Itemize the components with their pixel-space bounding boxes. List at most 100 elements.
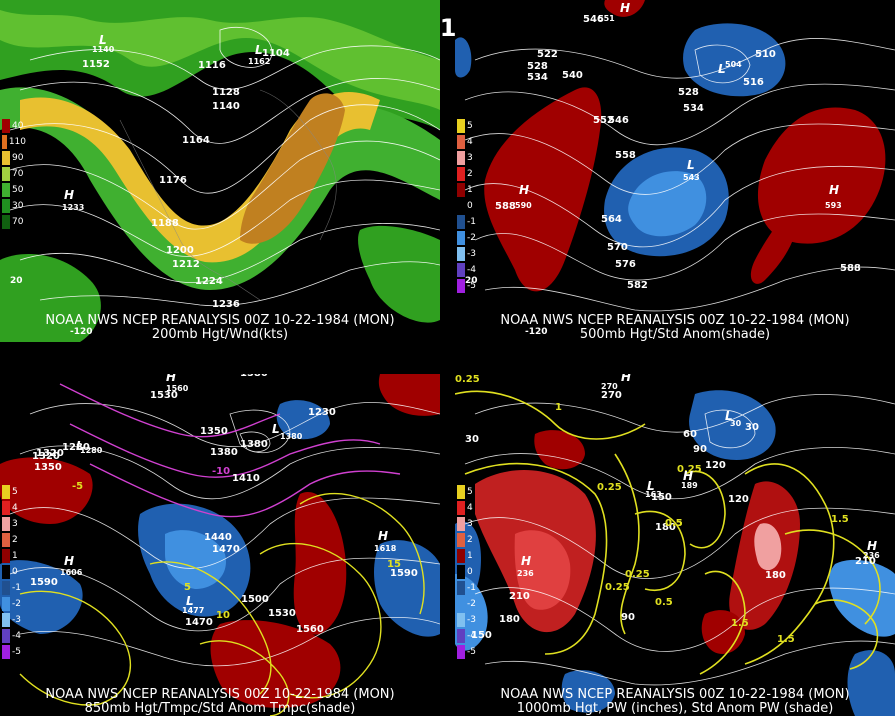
contour-label: 1320 xyxy=(36,448,64,459)
low-center-label: L xyxy=(687,158,695,172)
contour-label: 1590 xyxy=(30,577,58,588)
panel-1000mb: 5 4 3 2 1 0 -1 -2 -3 -4 -5 270 30 60 90 120 150 18… xyxy=(455,374,895,716)
legend-label: 70 xyxy=(12,217,24,227)
pw-label: 0.5 xyxy=(665,518,683,529)
legend-item: 110 xyxy=(2,134,26,150)
pw-label: 0.25 xyxy=(677,464,702,475)
legend-swatch xyxy=(457,167,465,181)
legend-swatch xyxy=(457,279,465,293)
legend-item: -5 xyxy=(2,644,26,660)
contour-label: 522 xyxy=(537,49,558,60)
legend-item: 2 xyxy=(457,532,481,548)
center-value: 504 xyxy=(725,60,742,69)
contour-label: 1224 xyxy=(195,276,223,287)
legend-item: 5 xyxy=(457,484,481,500)
center-value: 1233 xyxy=(62,203,85,212)
legend-item: 50 xyxy=(2,182,26,198)
legend-label: 4 xyxy=(467,503,473,513)
legend-item: 5 xyxy=(2,484,26,500)
panel-caption-field: 850mb Hgt/Tmpc/Std Anom Tmpc(shade) xyxy=(84,701,356,716)
pw-label: 1.5 xyxy=(731,618,749,629)
contour-label: 570 xyxy=(607,242,628,253)
legend-item: 0 xyxy=(2,564,26,580)
legend-swatch xyxy=(2,645,10,659)
contour-label: 582 xyxy=(627,280,648,291)
high-center-label: H xyxy=(683,469,694,483)
high-center-label: H xyxy=(621,374,632,384)
legend-label: 110 xyxy=(8,137,26,147)
center-value: 163 xyxy=(645,490,662,499)
high-center-label: H xyxy=(620,1,631,15)
low-center-label: L xyxy=(718,62,726,76)
legend-item: -1 xyxy=(2,580,26,596)
legend-item: -4 xyxy=(2,628,26,644)
legend-item: 30 xyxy=(2,198,26,214)
center-value: 590 xyxy=(515,201,532,210)
contour-label: 60 xyxy=(683,429,697,440)
legend-label: 5 xyxy=(12,487,18,497)
legend-item: 3 xyxy=(2,516,26,532)
center-value: 1560 xyxy=(166,384,189,393)
legend-item: -4 xyxy=(457,628,481,644)
legend-item: 70 xyxy=(2,166,26,182)
legend-item: -2 xyxy=(457,230,481,246)
panel-caption-source: NOAA NWS NCEP REANALYSIS 00Z 10-22-1984 … xyxy=(500,313,850,328)
contour-label: 120 xyxy=(705,460,726,471)
panel-caption-field: 500mb Hgt/Std Anom(shade) xyxy=(579,327,771,342)
legend-swatch xyxy=(457,565,465,579)
contour-label: 270 xyxy=(601,390,622,401)
legend-swatch xyxy=(457,135,465,149)
high-center-label: H xyxy=(64,554,75,568)
temp-label: 10 xyxy=(216,610,230,621)
legend-label: -4 xyxy=(467,631,476,641)
pw-label: 0.5 xyxy=(665,518,683,529)
legend-swatch xyxy=(457,581,465,595)
contour-label: 1200 xyxy=(166,245,194,256)
panel-caption-source: NOAA NWS NCEP REANALYSIS 00Z 10-22-1984 … xyxy=(500,687,850,702)
contour-label: 180 xyxy=(499,614,520,625)
pw-label: 0.25 xyxy=(597,482,622,493)
legend-item: -3 xyxy=(2,612,26,628)
low-center-label: L xyxy=(725,409,733,423)
legend-swatch xyxy=(2,485,10,499)
center-value: 30 xyxy=(730,419,742,428)
legend-label: -3 xyxy=(467,615,476,625)
contour-label: 1188 xyxy=(151,218,179,229)
legend-item: 2 xyxy=(457,166,481,182)
contour-label: 1470 xyxy=(185,617,213,628)
contour-label: 1380 xyxy=(210,447,238,458)
legend-label: 90 xyxy=(12,153,24,163)
legend-500mb: 5 4 3 2 1 0 -1 -2 -3 -4 -5 xyxy=(457,118,481,294)
contour-label: 564 xyxy=(601,214,622,225)
legend-item: -2 xyxy=(2,596,26,612)
contour-label: 1152 xyxy=(82,59,110,70)
contour-label: 1128 xyxy=(212,87,240,98)
high-center-label: H xyxy=(829,183,840,197)
legend-label: 5 xyxy=(467,487,473,497)
legend-label: 4 xyxy=(12,503,18,513)
map-1000mb xyxy=(455,374,895,716)
legend-item: -4 xyxy=(457,262,481,278)
contour-label: 30 xyxy=(465,434,479,445)
center-value: 593 xyxy=(825,201,842,210)
legend-item: 1 xyxy=(457,548,481,564)
panel-caption-field: 1000mb Hgt, PW (inches), Std Anom PW (sh… xyxy=(516,701,834,716)
legend-item: 0 xyxy=(457,564,481,580)
contour-label: 1176 xyxy=(159,175,187,186)
center-value: 1280 xyxy=(80,446,103,455)
legend-1000mb: 5 4 3 2 1 0 -1 -2 -3 -4 -5 xyxy=(457,484,481,660)
contour-label: 546 xyxy=(583,14,604,25)
contour-label: 150 xyxy=(651,492,672,503)
legend-label: 2 xyxy=(467,169,473,179)
legend-label: -2 xyxy=(467,599,476,609)
pw-label: 0.25 xyxy=(605,582,630,593)
contour-label: 90 xyxy=(693,444,707,455)
legend-label: -4 xyxy=(467,265,476,275)
legend-swatch xyxy=(457,597,465,611)
center-value: 189 xyxy=(681,481,698,490)
temp-label: 5 xyxy=(184,582,191,593)
contour-label: 1104 xyxy=(262,48,290,59)
contour-label: 540 xyxy=(562,70,583,81)
contour-label: 1530 xyxy=(150,390,178,401)
high-center-label: H xyxy=(867,539,878,553)
